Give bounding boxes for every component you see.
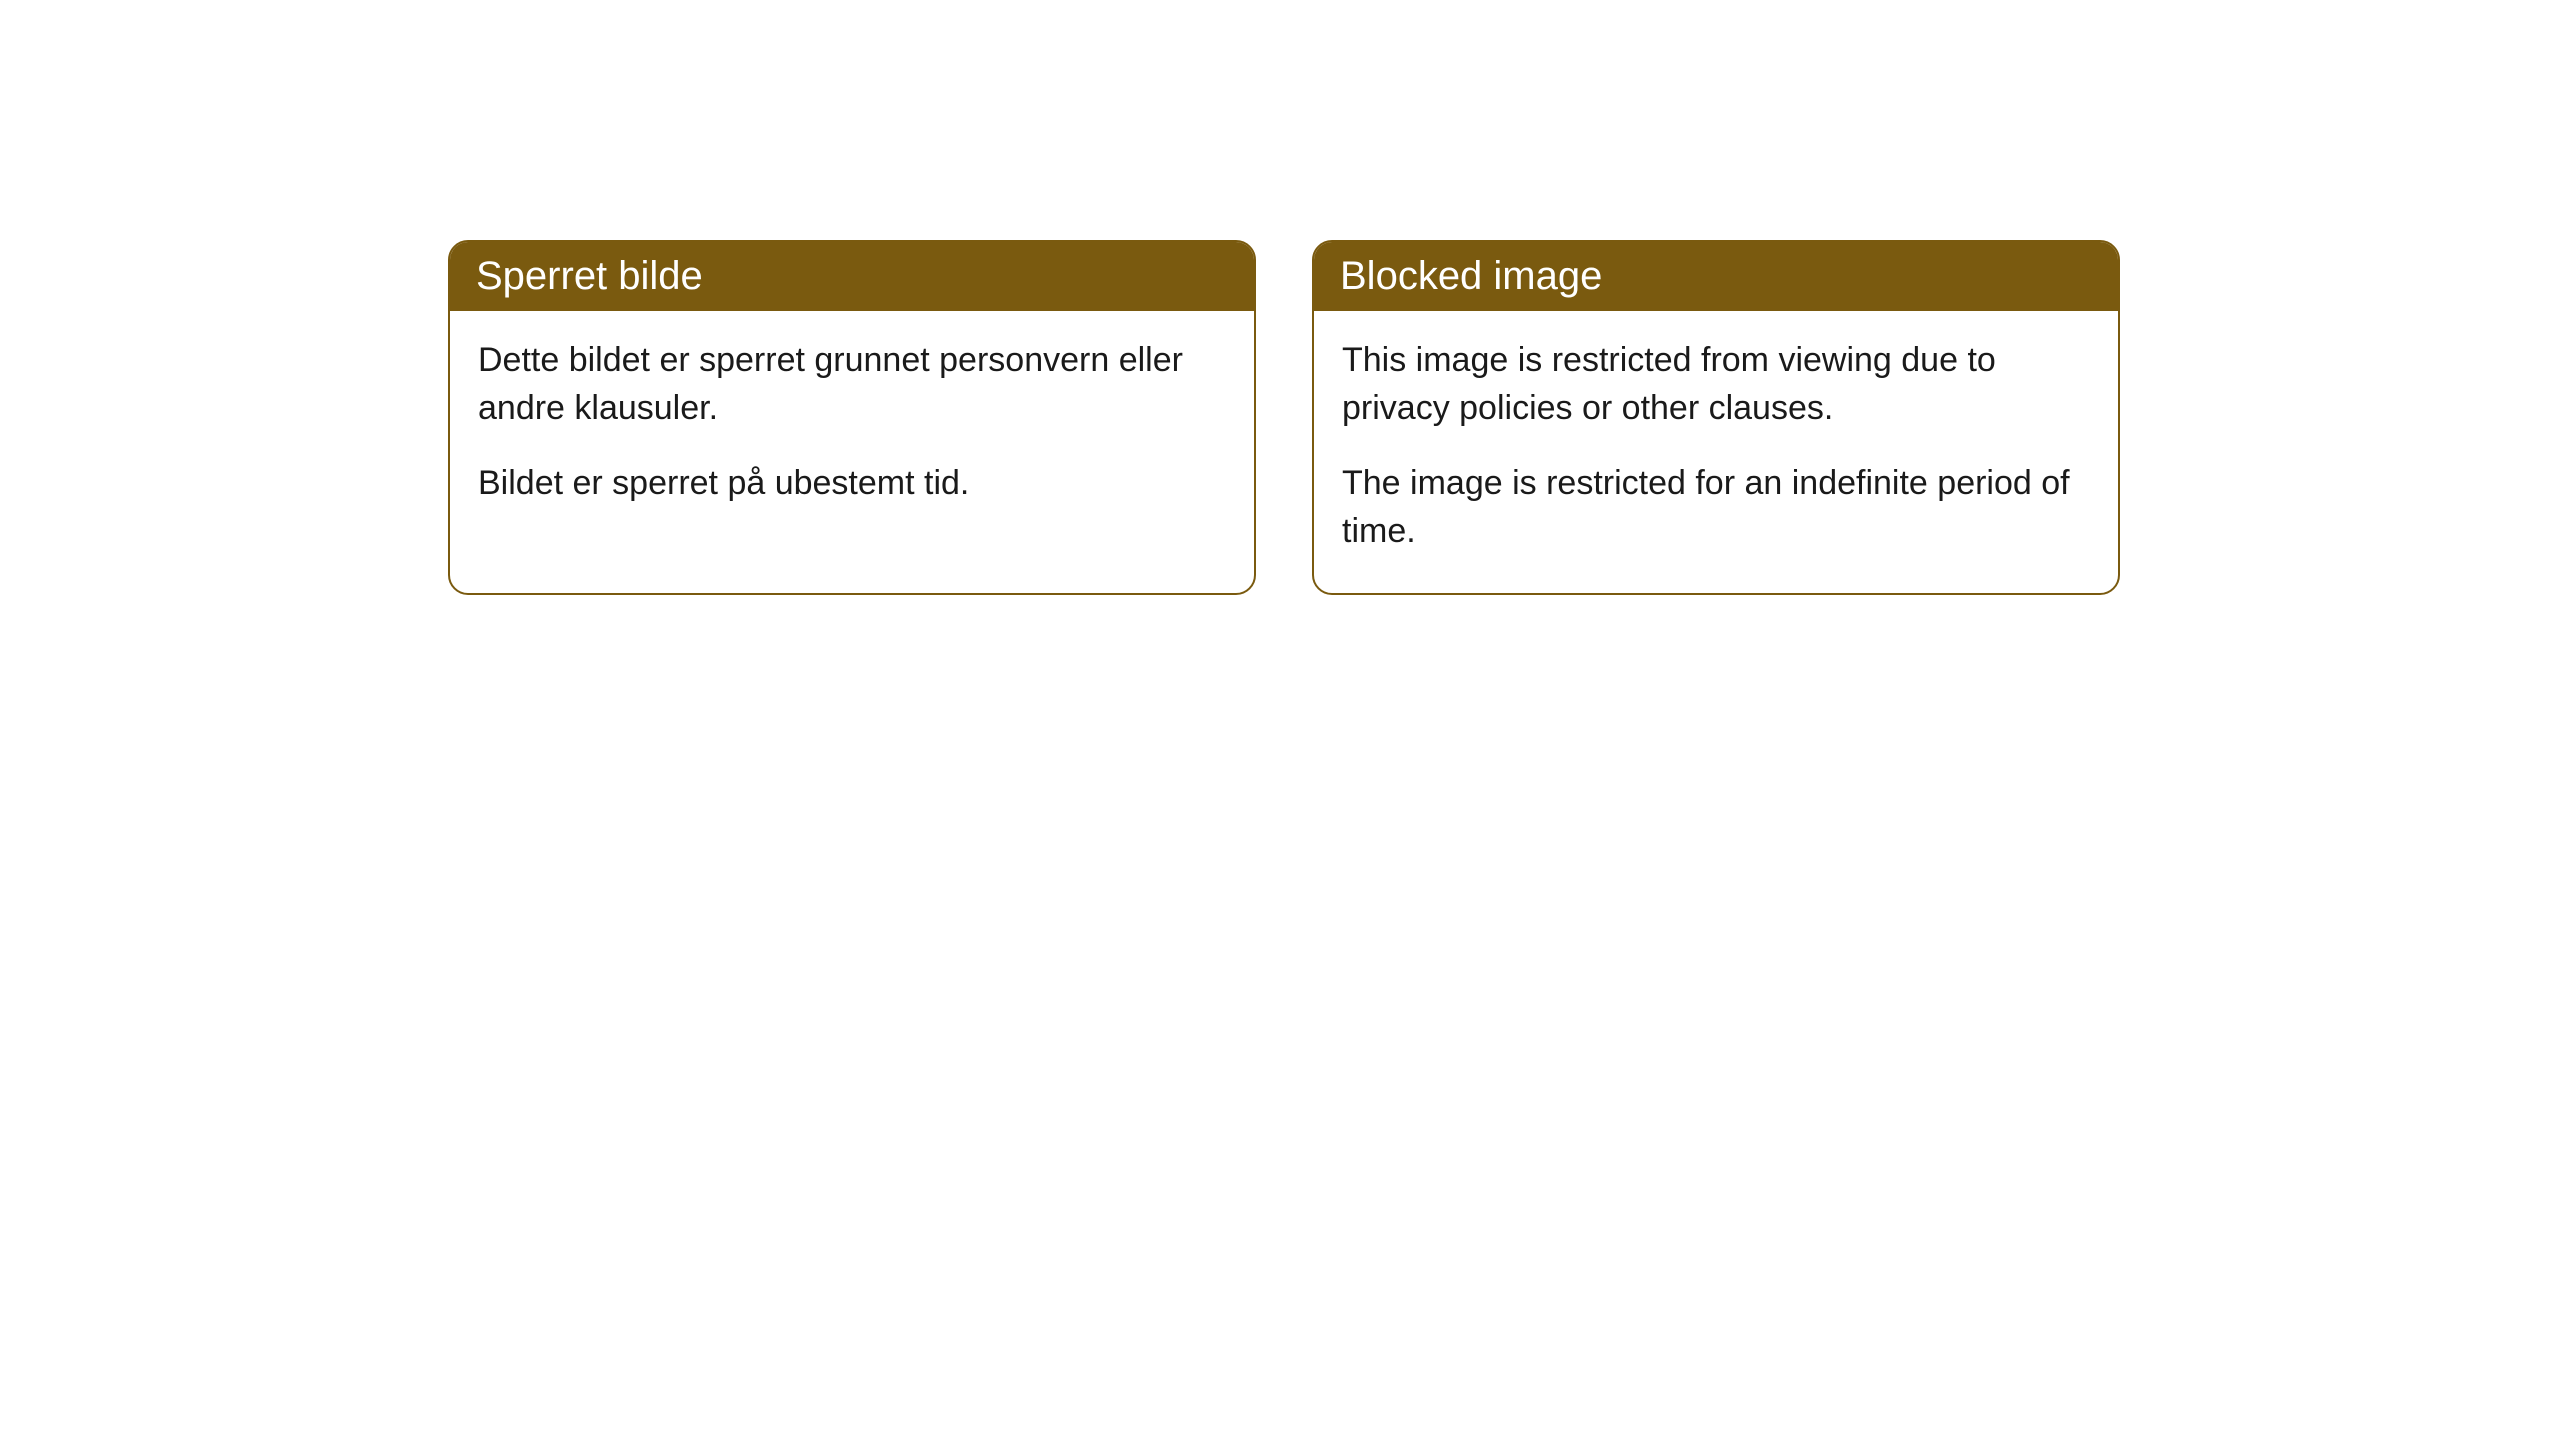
card-text-norwegian-1: Dette bildet er sperret grunnet personve…	[478, 337, 1226, 432]
card-header-norwegian: Sperret bilde	[450, 242, 1254, 311]
card-title-norwegian: Sperret bilde	[476, 254, 703, 298]
card-header-english: Blocked image	[1314, 242, 2118, 311]
card-title-english: Blocked image	[1340, 254, 1602, 298]
card-english: Blocked image This image is restricted f…	[1312, 240, 2120, 595]
card-body-norwegian: Dette bildet er sperret grunnet personve…	[450, 311, 1254, 546]
card-text-norwegian-2: Bildet er sperret på ubestemt tid.	[478, 460, 1226, 508]
card-norwegian: Sperret bilde Dette bildet er sperret gr…	[448, 240, 1256, 595]
card-text-english-2: The image is restricted for an indefinit…	[1342, 460, 2090, 555]
card-body-english: This image is restricted from viewing du…	[1314, 311, 2118, 593]
card-text-english-1: This image is restricted from viewing du…	[1342, 337, 2090, 432]
cards-container: Sperret bilde Dette bildet er sperret gr…	[448, 240, 2560, 595]
